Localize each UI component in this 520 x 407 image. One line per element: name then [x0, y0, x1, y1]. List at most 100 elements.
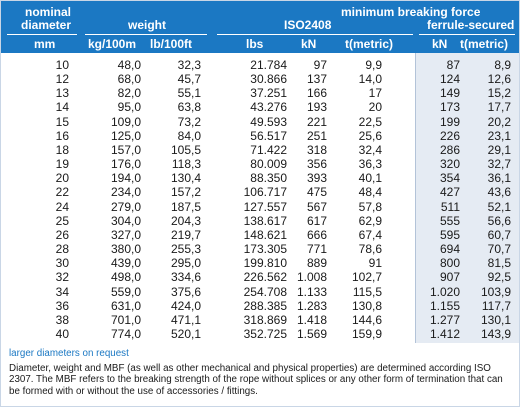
cell-mbf-kn: 1.008 [296, 270, 327, 285]
cell-mbf-lbs: 254.708 [243, 284, 287, 299]
table-row: 38 701,0 471,1 318.869 1.418 144,6 1.277 130,1 [1, 313, 520, 327]
cell-ferrule-tmetric: 8,9 [494, 58, 511, 72]
cell-ferrule-kn: 694 [439, 242, 460, 257]
footer-note-text: Diameter, weight and MBF (as well as oth… [9, 362, 503, 397]
cell-mbf-tmetric: 40,1 [358, 171, 382, 186]
cell-mbf-lbs: 43.276 [250, 100, 287, 115]
cell-diameter-mm: 14 [55, 100, 69, 115]
cell-mbf-kn: 221 [306, 114, 327, 129]
cell-mbf-lbs: 30.866 [250, 72, 287, 87]
cell-mbf-lbs: 106.717 [243, 185, 287, 200]
cell-diameter-mm: 24 [55, 199, 69, 214]
cell-mbf-tmetric: 91 [368, 256, 382, 271]
header-col-ferrule-kn: kN [432, 37, 448, 51]
table-row: 20 194,0 130,4 88.350 393 40,1 354 36,1 [1, 171, 520, 185]
cell-mbf-kn: 1.133 [296, 284, 327, 299]
cell-ferrule-tmetric: 36,1 [487, 171, 511, 186]
cell-ferrule-tmetric: 81,5 [487, 256, 511, 271]
cell-mbf-kn: 393 [306, 171, 327, 186]
table-row: 13 82,0 55,1 37.251 166 17 149 15,2 [1, 86, 520, 100]
cell-ferrule-kn: 1.155 [429, 298, 460, 313]
cell-ferrule-tmetric: 20,2 [487, 114, 511, 129]
cell-ferrule-kn: 173 [439, 100, 460, 115]
header-col-ferrule-tmetric: t(metric) [460, 37, 509, 51]
header-col-tmetric: t(metric) [345, 37, 394, 51]
header-nominal-unit: mm [34, 37, 56, 51]
header-weight-metric: kg/100m [88, 37, 137, 51]
cell-diameter-mm: 30 [55, 256, 69, 271]
cell-mbf-lbs: 148.621 [243, 227, 287, 242]
cell-diameter-mm: 40 [55, 326, 69, 341]
cell-weight-lb-100ft: 32,3 [177, 58, 201, 72]
cell-mbf-lbs: 173.305 [243, 242, 287, 257]
table-row: 40 774,0 520,1 352.725 1.569 159,9 1.412 143,9 [1, 327, 520, 341]
cell-ferrule-kn: 354 [439, 171, 460, 186]
cell-mbf-lbs: 71.422 [250, 142, 287, 157]
table-row: 36 631,0 424,0 288.385 1.283 130,8 1.155 117,7 [1, 299, 520, 313]
cell-weight-kg-100m: 125,0 [110, 128, 141, 143]
cell-diameter-mm: 19 [55, 157, 69, 172]
cell-ferrule-kn: 87 [446, 58, 460, 72]
cell-ferrule-tmetric: 70,7 [487, 242, 511, 257]
table-row: 32 498,0 334,6 226.562 1.008 102,7 907 92,5 [1, 270, 520, 284]
cell-weight-lb-100ft: 424,0 [170, 298, 201, 313]
header-nominal-line1: nominal [25, 5, 72, 19]
cell-ferrule-kn: 511 [440, 199, 460, 214]
cell-mbf-tmetric: 17 [368, 86, 382, 101]
cell-mbf-tmetric: 22,5 [358, 114, 382, 129]
cell-ferrule-tmetric: 32,7 [487, 157, 511, 172]
cell-diameter-mm: 28 [55, 242, 69, 257]
cell-weight-lb-100ft: 375,6 [170, 284, 201, 299]
cell-mbf-tmetric: 130,8 [351, 298, 382, 313]
cell-diameter-mm: 10 [55, 58, 69, 72]
cell-mbf-lbs: 199.810 [243, 256, 287, 271]
cell-mbf-tmetric: 25,6 [358, 128, 382, 143]
cell-ferrule-kn: 286 [439, 142, 460, 157]
cell-ferrule-tmetric: 23,1 [487, 128, 511, 143]
cell-mbf-kn: 166 [306, 86, 327, 101]
header-nominal-underline [7, 34, 77, 35]
larger-diameters-link[interactable]: larger diameters on request [9, 348, 129, 359]
table-body: 10 48,0 32,3 21.784 97 9,9 87 8,9 12 68,0 45,7 30.8… [1, 58, 520, 341]
cell-ferrule-kn: 226 [439, 128, 460, 143]
cell-ferrule-kn: 199 [439, 114, 460, 129]
cell-diameter-mm: 22 [55, 185, 69, 200]
cell-mbf-lbs: 88.350 [250, 171, 287, 186]
table-header: nominal diameter mm weight kg/100m lb/10… [1, 1, 519, 53]
table-row: 14 95,0 63,8 43.276 193 20 173 17,7 [1, 100, 520, 114]
cell-mbf-kn: 318 [306, 142, 327, 157]
cell-mbf-kn: 251 [306, 128, 327, 143]
cell-weight-kg-100m: 82,0 [117, 86, 141, 101]
cell-weight-kg-100m: 774,0 [110, 326, 141, 341]
cell-weight-lb-100ft: 520,1 [170, 326, 201, 341]
cell-ferrule-kn: 1.412 [429, 326, 460, 341]
header-col-kn: kN [301, 37, 317, 51]
header-nominal-line2: diameter [21, 18, 72, 32]
cell-weight-lb-100ft: 204,3 [170, 213, 201, 228]
cell-weight-lb-100ft: 157,2 [170, 185, 201, 200]
cell-weight-lb-100ft: 187,5 [170, 199, 201, 214]
cell-mbf-kn: 97 [313, 58, 327, 72]
header-weight-underline [85, 34, 207, 35]
cell-weight-kg-100m: 68,0 [117, 72, 141, 87]
cell-weight-kg-100m: 279,0 [110, 199, 141, 214]
cell-mbf-kn: 1.418 [296, 312, 327, 327]
cell-mbf-kn: 771 [306, 242, 327, 257]
cell-mbf-tmetric: 78,6 [358, 242, 382, 257]
cell-mbf-tmetric: 32,4 [358, 142, 382, 157]
cell-mbf-kn: 1.283 [296, 298, 327, 313]
cell-diameter-mm: 13 [55, 86, 69, 101]
cell-mbf-kn: 1.569 [296, 326, 327, 341]
cell-mbf-kn: 567 [306, 199, 327, 214]
cell-diameter-mm: 36 [55, 298, 69, 313]
cell-weight-kg-100m: 234,0 [110, 185, 141, 200]
cell-diameter-mm: 12 [55, 72, 69, 87]
cell-ferrule-tmetric: 52,1 [487, 199, 511, 214]
cell-ferrule-tmetric: 17,7 [487, 100, 511, 115]
cell-ferrule-tmetric: 117,7 [481, 298, 511, 313]
cell-diameter-mm: 25 [55, 213, 69, 228]
cell-mbf-tmetric: 36,3 [358, 157, 382, 172]
cell-weight-kg-100m: 559,0 [110, 284, 141, 299]
header-weight-title: weight [128, 18, 166, 32]
